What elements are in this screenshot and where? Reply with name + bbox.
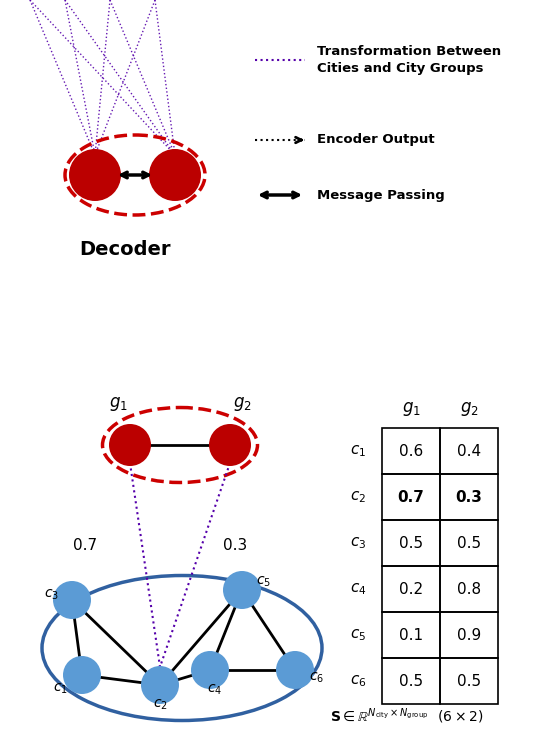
Text: $c_6$: $c_6$ bbox=[309, 670, 324, 685]
Text: Message Passing: Message Passing bbox=[317, 189, 445, 201]
Bar bbox=[440, 474, 498, 520]
Text: $\mathbf{S} \in \mathbb{R}^{N_{\mathrm{city}}\times N_{\mathrm{group}}}$  $(6\ti: $\mathbf{S} \in \mathbb{R}^{N_{\mathrm{c… bbox=[330, 706, 483, 726]
Text: Encoder Output: Encoder Output bbox=[317, 133, 435, 147]
Bar bbox=[440, 428, 498, 474]
Ellipse shape bbox=[149, 149, 201, 201]
Text: $g_1$: $g_1$ bbox=[109, 395, 128, 413]
Ellipse shape bbox=[276, 651, 314, 689]
Text: $c_6$: $c_6$ bbox=[350, 673, 366, 689]
Text: 0.6: 0.6 bbox=[399, 443, 423, 459]
Text: Decoder: Decoder bbox=[79, 240, 171, 259]
Text: $c_2$: $c_2$ bbox=[350, 489, 366, 505]
Text: $g_2$: $g_2$ bbox=[232, 395, 251, 413]
Text: $c_2$: $c_2$ bbox=[153, 698, 167, 712]
Ellipse shape bbox=[109, 424, 151, 466]
Bar bbox=[382, 428, 440, 474]
Text: 0.5: 0.5 bbox=[399, 536, 423, 551]
Bar bbox=[382, 520, 440, 566]
Text: 0.7: 0.7 bbox=[398, 489, 424, 505]
Bar bbox=[440, 566, 498, 612]
Ellipse shape bbox=[69, 149, 121, 201]
Text: 0.4: 0.4 bbox=[457, 443, 481, 459]
Text: $c_4$: $c_4$ bbox=[350, 581, 366, 597]
Bar bbox=[440, 612, 498, 658]
Text: 0.9: 0.9 bbox=[457, 628, 481, 642]
Text: $c_3$: $c_3$ bbox=[350, 535, 366, 551]
Text: 0.5: 0.5 bbox=[399, 673, 423, 688]
Ellipse shape bbox=[141, 666, 179, 704]
Bar bbox=[382, 658, 440, 704]
Text: $c_1$: $c_1$ bbox=[350, 443, 366, 459]
Text: $c_5$: $c_5$ bbox=[257, 575, 272, 589]
Text: 0.7: 0.7 bbox=[73, 537, 97, 553]
Text: $c_3$: $c_3$ bbox=[45, 588, 60, 602]
Ellipse shape bbox=[209, 424, 251, 466]
Text: $c_4$: $c_4$ bbox=[208, 683, 223, 697]
Bar bbox=[382, 566, 440, 612]
Ellipse shape bbox=[53, 581, 91, 619]
Text: 0.3: 0.3 bbox=[223, 537, 247, 553]
Text: $g_2$: $g_2$ bbox=[459, 400, 478, 418]
Text: Transformation Between
Cities and City Groups: Transformation Between Cities and City G… bbox=[317, 45, 501, 75]
Ellipse shape bbox=[223, 571, 261, 609]
Bar bbox=[382, 612, 440, 658]
Ellipse shape bbox=[191, 651, 229, 689]
Text: 0.5: 0.5 bbox=[457, 673, 481, 688]
Bar bbox=[382, 474, 440, 520]
Text: 0.8: 0.8 bbox=[457, 582, 481, 596]
Text: $g_1$: $g_1$ bbox=[401, 400, 421, 418]
Text: $c_5$: $c_5$ bbox=[350, 628, 366, 643]
Text: 0.1: 0.1 bbox=[399, 628, 423, 642]
Text: 0.3: 0.3 bbox=[456, 489, 483, 505]
Text: $c_1$: $c_1$ bbox=[53, 682, 67, 696]
Ellipse shape bbox=[63, 656, 101, 694]
Text: 0.2: 0.2 bbox=[399, 582, 423, 596]
Text: 0.5: 0.5 bbox=[457, 536, 481, 551]
Bar bbox=[440, 520, 498, 566]
Bar bbox=[440, 658, 498, 704]
